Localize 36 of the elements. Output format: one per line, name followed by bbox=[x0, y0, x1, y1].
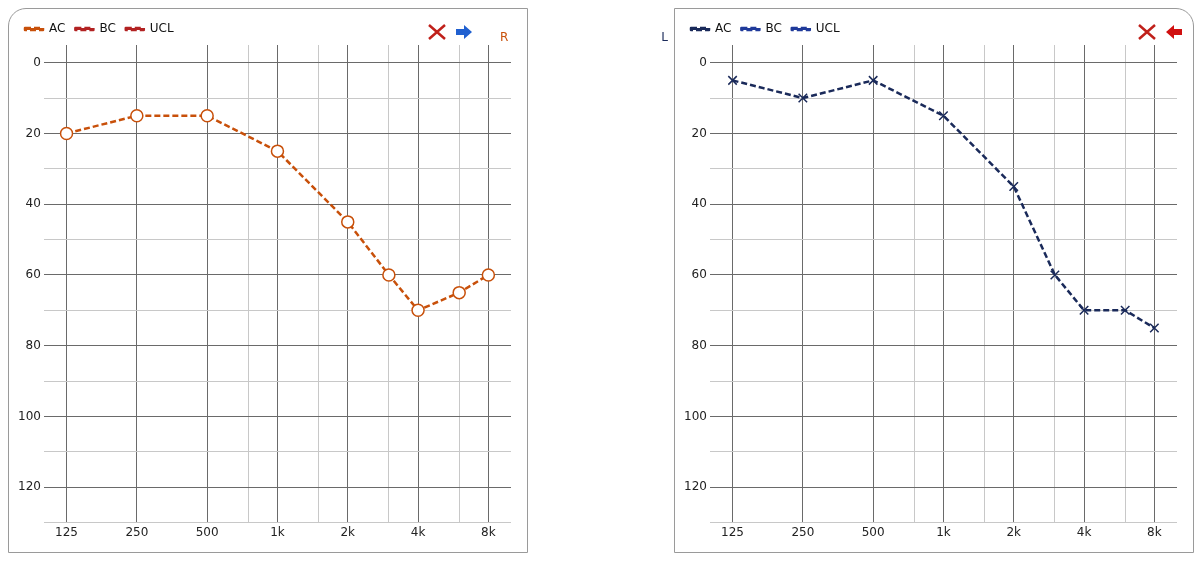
chart-title: L bbox=[660, 29, 669, 46]
x-tick-label: 250 bbox=[791, 524, 815, 539]
x-tick-label: 250 bbox=[125, 524, 149, 539]
x-tick-label: 500 bbox=[195, 524, 219, 539]
x-tick-label: 8k bbox=[1147, 524, 1162, 539]
y-tick-label: 20 bbox=[25, 125, 41, 140]
y-tick-label: 120 bbox=[684, 479, 707, 494]
x-tick-label: 500 bbox=[861, 524, 885, 539]
y-tick-label: 120 bbox=[18, 479, 41, 494]
y-tick-label: 60 bbox=[25, 267, 41, 282]
y-tick-label: 0 bbox=[699, 54, 707, 69]
legend-label: BC bbox=[99, 21, 116, 36]
x-tick-label: 1k bbox=[936, 524, 951, 539]
x-tick-label: 8k bbox=[481, 524, 496, 539]
y-tick-label: 80 bbox=[25, 337, 41, 352]
y-tick-label: 100 bbox=[18, 408, 41, 423]
x-tick-label: 125 bbox=[55, 524, 78, 539]
y-tick-label: 100 bbox=[684, 408, 707, 423]
legend-label: AC bbox=[715, 21, 732, 36]
legend-label: AC bbox=[49, 21, 66, 36]
legend-label: BC bbox=[765, 21, 782, 36]
y-tick-label: 0 bbox=[33, 54, 41, 69]
chart-title: R bbox=[500, 30, 509, 44]
x-tick-label: 4k bbox=[410, 524, 426, 539]
y-tick-label: 40 bbox=[25, 196, 41, 211]
x-tick-label: 1k bbox=[270, 524, 285, 539]
legend-label: UCL bbox=[149, 21, 174, 36]
y-tick-label: 80 bbox=[691, 337, 707, 352]
x-tick-label: 2k bbox=[1006, 524, 1022, 539]
x-tick-label: 2k bbox=[340, 524, 356, 539]
x-tick-label: 4k bbox=[1076, 524, 1092, 539]
y-tick-label: 40 bbox=[691, 196, 707, 211]
legend-label: UCL bbox=[815, 21, 840, 36]
y-tick-label: 60 bbox=[691, 267, 707, 282]
y-tick-label: 20 bbox=[691, 125, 707, 140]
x-tick-label: 125 bbox=[721, 524, 744, 539]
